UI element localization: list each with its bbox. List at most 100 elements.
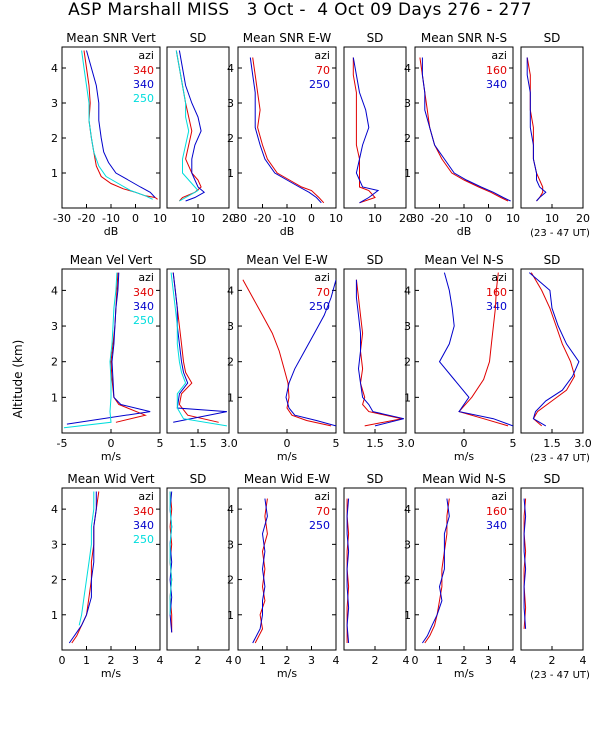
x-tick-label: 5 [510, 437, 517, 450]
x-tick-label: 0 [235, 654, 242, 667]
x-tick-label: 2 [372, 654, 379, 667]
legend-entry: 340 [133, 519, 154, 532]
x-tick-label: 20 [399, 212, 413, 225]
y-tick-label: 3 [51, 538, 58, 551]
x-tick-label: 0 [284, 437, 291, 450]
x-tick-label: -30 [229, 212, 247, 225]
legend-azi-label: azi [491, 49, 507, 62]
figure-title: ASP Marshall MISS 3 Oct - 4 Oct 09 Days … [68, 0, 532, 20]
x-tick-label: 10 [191, 212, 205, 225]
y-tick-label: 1 [51, 391, 58, 404]
series-line-160 [530, 272, 576, 427]
series-line-340 [172, 272, 227, 423]
panel-13: SD 2 4 [166, 472, 233, 667]
series-line-250 [285, 279, 336, 427]
y-tick-label: 4 [227, 284, 234, 297]
x-tick-label: -30 [406, 212, 424, 225]
panel-title: Mean Vel N-S [424, 253, 503, 267]
y-tick-label: 4 [227, 503, 234, 516]
panel-title: Mean Vel E-W [246, 253, 328, 267]
y-tick-label: 4 [404, 503, 411, 516]
panel-title: Mean Wid N-S [422, 472, 506, 486]
x-tick-label: 1 [259, 654, 266, 667]
y-tick-label: 3 [51, 97, 58, 110]
x-tick-label: 2 [195, 654, 202, 667]
panel-frame [166, 268, 230, 434]
panel-0: Mean SNR Vert 1 2 3 4 -30 -20 -10 0 10 dB azi 340340… [51, 31, 167, 238]
y-tick-label: 4 [51, 503, 58, 516]
panel-title: SD [544, 472, 561, 486]
x-tick-label: 10 [153, 212, 167, 225]
series-line-340 [86, 50, 156, 198]
x-tick-label: 0 [485, 212, 492, 225]
y-tick-label: 3 [404, 320, 411, 333]
series-line-250 [63, 272, 118, 429]
x-tick-label: 4 [226, 654, 233, 667]
y-tick-label: 3 [51, 320, 58, 333]
x-tick-label: 4 [157, 654, 164, 667]
x-tick-label: 1 [436, 654, 443, 667]
x-tick-label: -10 [102, 212, 120, 225]
y-tick-label: 2 [404, 132, 411, 145]
x-tick-label: 10 [506, 212, 520, 225]
panel-frame [520, 487, 584, 651]
panel-frame [343, 268, 407, 434]
legend-entry: 340 [133, 78, 154, 91]
panel-11: SD 1.5 3.0 (23 - 47 UT) [520, 253, 592, 464]
series-line-340 [68, 491, 97, 644]
y-tick-label: 3 [227, 97, 234, 110]
x-axis-label: m/s [454, 667, 474, 680]
panel-7: SD 1.5 3.0 [166, 253, 238, 450]
legend-entry: 160 [486, 64, 507, 77]
y-tick-label: 1 [51, 609, 58, 622]
x-tick-label: 0 [461, 437, 468, 450]
x-tick-label: 1.5 [366, 437, 384, 450]
x-axis-label: m/s [277, 667, 297, 680]
series-line-250 [78, 491, 95, 626]
series-line-160 [424, 498, 450, 644]
x-tick-label: 20 [222, 212, 236, 225]
legend-entry: 160 [486, 505, 507, 518]
panel-title: SD [367, 31, 384, 45]
series-line-160 [458, 272, 509, 427]
x-tick-label: -10 [278, 212, 296, 225]
x-tick-label: 1.5 [189, 437, 207, 450]
series-line-340 [438, 272, 513, 427]
y-tick-label: 1 [227, 609, 234, 622]
series-line-250 [249, 57, 322, 204]
x-tick-label: 10 [329, 212, 343, 225]
y-tick-label: 3 [227, 538, 234, 551]
x-tick-label: 0 [59, 654, 66, 667]
y-tick-label: 1 [404, 609, 411, 622]
series-line-250 [170, 272, 227, 427]
x-tick-label: -10 [455, 212, 473, 225]
panel-frame [166, 46, 230, 209]
series-line-70 [355, 279, 403, 427]
panel-9: SD 1.5 3.0 [343, 253, 415, 450]
legend-azi-label: azi [314, 49, 330, 62]
y-tick-label: 3 [227, 320, 234, 333]
y-tick-label: 1 [404, 167, 411, 180]
series-line-250 [352, 57, 380, 204]
x-tick-label: 4 [403, 654, 410, 667]
series-line-340 [66, 272, 151, 425]
panel-frame [520, 268, 584, 434]
y-tick-label: 2 [51, 356, 58, 369]
panel-15: SD 2 4 [343, 472, 410, 667]
panel-1: SD 10 20 [166, 31, 236, 225]
y-tick-label: 4 [51, 62, 58, 75]
legend-entry: 340 [133, 505, 154, 518]
panel-title: SD [190, 472, 207, 486]
x-axis-label: dB [104, 225, 119, 238]
x-tick-label: 0 [308, 212, 315, 225]
x-axis-label: m/s [101, 667, 121, 680]
legend-entry: 250 [133, 533, 154, 546]
x-tick-label: 4 [580, 654, 587, 667]
